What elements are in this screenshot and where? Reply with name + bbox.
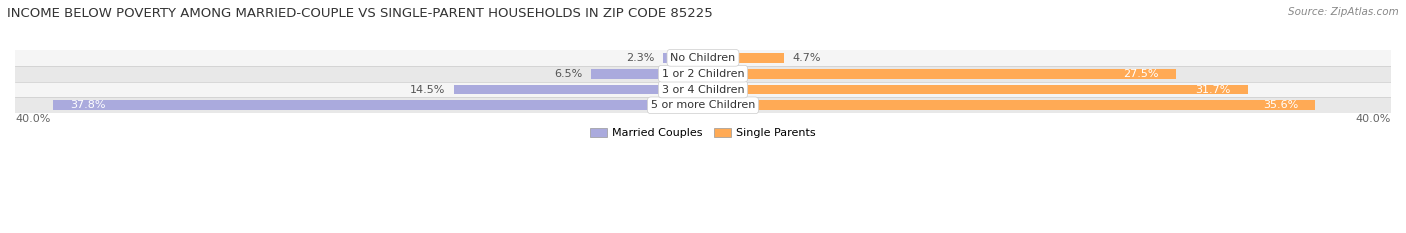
Text: 6.5%: 6.5% [554,69,582,79]
Legend: Married Couples, Single Parents: Married Couples, Single Parents [586,123,820,142]
Bar [15,50,1391,66]
Text: 2.3%: 2.3% [627,53,655,63]
Bar [15,82,1391,97]
Bar [703,69,1175,79]
Bar [591,69,703,79]
Text: No Children: No Children [671,53,735,63]
Text: 5 or more Children: 5 or more Children [651,100,755,110]
Bar [703,100,1316,110]
Text: Source: ZipAtlas.com: Source: ZipAtlas.com [1288,7,1399,17]
Text: 31.7%: 31.7% [1195,85,1232,95]
Text: 4.7%: 4.7% [793,53,821,63]
Text: INCOME BELOW POVERTY AMONG MARRIED-COUPLE VS SINGLE-PARENT HOUSEHOLDS IN ZIP COD: INCOME BELOW POVERTY AMONG MARRIED-COUPL… [7,7,713,20]
Bar [53,100,703,110]
Bar [664,53,703,63]
Text: 35.6%: 35.6% [1263,100,1298,110]
Text: 40.0%: 40.0% [15,114,51,124]
Text: 27.5%: 27.5% [1123,69,1159,79]
Text: 14.5%: 14.5% [409,85,446,95]
Bar [703,85,1249,94]
Text: 40.0%: 40.0% [1355,114,1391,124]
Text: 37.8%: 37.8% [70,100,105,110]
Bar [454,85,703,94]
Bar [15,97,1391,113]
Bar [15,66,1391,82]
Text: 1 or 2 Children: 1 or 2 Children [662,69,744,79]
Text: 3 or 4 Children: 3 or 4 Children [662,85,744,95]
Bar [703,53,783,63]
